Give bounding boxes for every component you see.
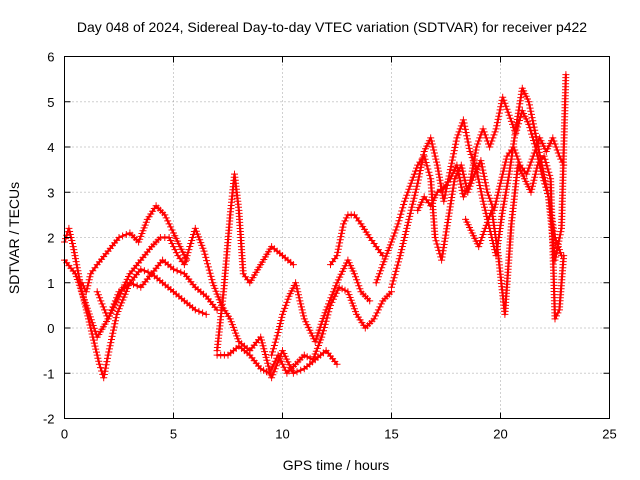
series-markers — [213, 170, 297, 355]
x-tick-label: 5 — [170, 427, 177, 442]
x-tick-label: 20 — [493, 427, 507, 442]
x-tick-label: 25 — [602, 427, 616, 442]
y-tick-label: 6 — [47, 50, 54, 65]
y-tick-label: 1 — [47, 276, 54, 291]
plus-markers — [213, 283, 395, 377]
x-tick-label: 10 — [275, 427, 289, 442]
plus-markers — [78, 202, 191, 296]
series-markers — [462, 152, 568, 323]
data-series — [61, 71, 570, 382]
y-tick-label: -1 — [43, 366, 55, 381]
axis-ticks: 0 5 10 15 20 25 -2 -1 0 1 2 3 4 5 6 — [43, 50, 617, 442]
series-track-6 — [213, 283, 395, 377]
y-tick-label: 4 — [47, 140, 54, 155]
plus-markers — [213, 170, 297, 355]
y-tick-label: 0 — [47, 321, 54, 336]
series-track-5 — [213, 170, 297, 355]
y-tick-label: -2 — [43, 412, 55, 427]
series-markers — [268, 256, 374, 359]
x-tick-label: 0 — [61, 427, 68, 442]
series-track-7 — [268, 256, 374, 359]
chart-title: Day 048 of 2024, Sidereal Day-to-day VTE… — [77, 19, 587, 35]
plus-markers — [327, 211, 387, 269]
x-axis-label: GPS time / hours — [283, 457, 390, 473]
series-markers — [213, 283, 395, 377]
y-tick-label: 3 — [47, 185, 54, 200]
series-track-3 — [78, 202, 191, 296]
y-axis-label: SDTVAR / TECUs — [6, 182, 22, 294]
series-markers — [327, 211, 387, 269]
y-tick-label: 5 — [47, 95, 54, 110]
plus-markers — [462, 152, 568, 323]
y-tick-label: 2 — [47, 231, 54, 246]
series-track-12 — [462, 152, 568, 323]
plus-markers — [268, 256, 374, 359]
x-tick-label: 15 — [384, 427, 398, 442]
series-track-8 — [327, 211, 387, 269]
series-markers — [78, 202, 191, 296]
